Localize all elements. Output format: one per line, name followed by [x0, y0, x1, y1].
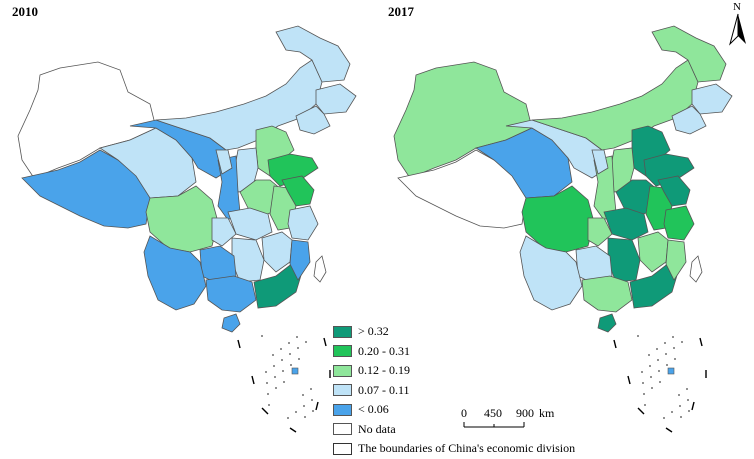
legend-swatch-boundary	[333, 442, 352, 455]
region-jiangsu	[657, 175, 691, 207]
region-sichuan	[521, 185, 595, 253]
scale-unit: km	[539, 406, 555, 420]
region-heilongjiang	[651, 25, 727, 83]
region-guangdong	[629, 261, 679, 309]
region-jilin	[315, 83, 357, 115]
region-ningxia	[591, 149, 609, 175]
region-taiwan	[313, 255, 327, 283]
legend-swatch-c1	[333, 325, 352, 338]
region-qinghai	[475, 127, 573, 199]
legend: > 0.32 0.20 - 0.31 0.12 - 0.19 0.07 - 0.…	[333, 322, 633, 459]
region-jiangxi	[637, 231, 669, 273]
north-letter: N	[733, 1, 741, 13]
legend-item-c5: < 0.06	[333, 400, 633, 420]
south-china-sea-inset	[237, 335, 331, 433]
region-chongqing	[211, 217, 237, 247]
region-hainan	[597, 313, 617, 333]
scale-bar: 0 450 900 km	[440, 406, 560, 436]
legend-label-c5: < 0.06	[358, 402, 389, 417]
region-hubei	[227, 207, 273, 241]
legend-label-nodata: No data	[358, 421, 396, 436]
region-hainan	[221, 313, 241, 333]
map-2017	[393, 25, 733, 433]
region-jilin	[691, 83, 733, 115]
legend-swatch-nodata	[333, 423, 352, 436]
legend-swatch-c2	[333, 345, 352, 358]
region-yunnan	[519, 235, 583, 311]
legend-item-c3: 0.12 - 0.19	[333, 361, 633, 381]
legend-swatch-c5	[333, 403, 352, 416]
region-guangxi	[581, 275, 633, 313]
map-title-2017: 2017	[388, 4, 414, 19]
region-hubei	[603, 207, 649, 241]
region-zhejiang	[287, 205, 319, 241]
region-ningxia	[215, 149, 233, 175]
region-taiwan	[689, 255, 703, 283]
legend-item-boundary: The boundaries of China's economic divis…	[333, 439, 633, 459]
map-title-2010: 2010	[12, 4, 38, 19]
region-chongqing	[587, 217, 613, 247]
region-hunan	[231, 237, 265, 283]
legend-item-c2: 0.20 - 0.31	[333, 342, 633, 362]
region-guangdong	[253, 261, 303, 309]
region-liaoning	[295, 105, 331, 135]
north-arrow-shape	[729, 13, 746, 46]
legend-swatch-c3	[333, 364, 352, 377]
legend-label-c3: 0.12 - 0.19	[358, 363, 410, 378]
legend-item-nodata: No data	[333, 420, 633, 440]
legend-label-c1: > 0.32	[358, 324, 389, 339]
region-sichuan	[145, 185, 219, 253]
region-hunan	[607, 237, 641, 283]
scale-tick-900: 900	[516, 406, 534, 420]
region-fujian	[665, 239, 687, 281]
scale-tick-450: 450	[484, 406, 502, 420]
region-shandong	[267, 153, 319, 187]
scale-line	[463, 422, 525, 428]
legend-label-boundary: The boundaries of China's economic divis…	[358, 441, 576, 456]
legend-item-c1: > 0.32	[333, 322, 633, 342]
region-jiangsu	[281, 175, 315, 207]
region-qinghai	[99, 127, 197, 199]
legend-label-c4: 0.07 - 0.11	[358, 382, 410, 397]
region-yunnan	[143, 235, 207, 311]
south-china-sea-inset	[613, 335, 707, 433]
legend-item-c4: 0.07 - 0.11	[333, 381, 633, 401]
region-jiangxi	[261, 231, 293, 273]
region-guangxi	[205, 275, 257, 313]
region-fujian	[289, 239, 311, 281]
map-2010	[17, 25, 357, 433]
region-liaoning	[671, 105, 707, 135]
scale-tick-0: 0	[461, 406, 467, 420]
north-arrow-icon: N	[724, 1, 752, 46]
legend-swatch-c4	[333, 384, 352, 397]
region-heilongjiang	[275, 25, 351, 83]
region-zhejiang	[663, 205, 695, 241]
legend-label-c2: 0.20 - 0.31	[358, 343, 410, 358]
region-shandong	[643, 153, 695, 187]
